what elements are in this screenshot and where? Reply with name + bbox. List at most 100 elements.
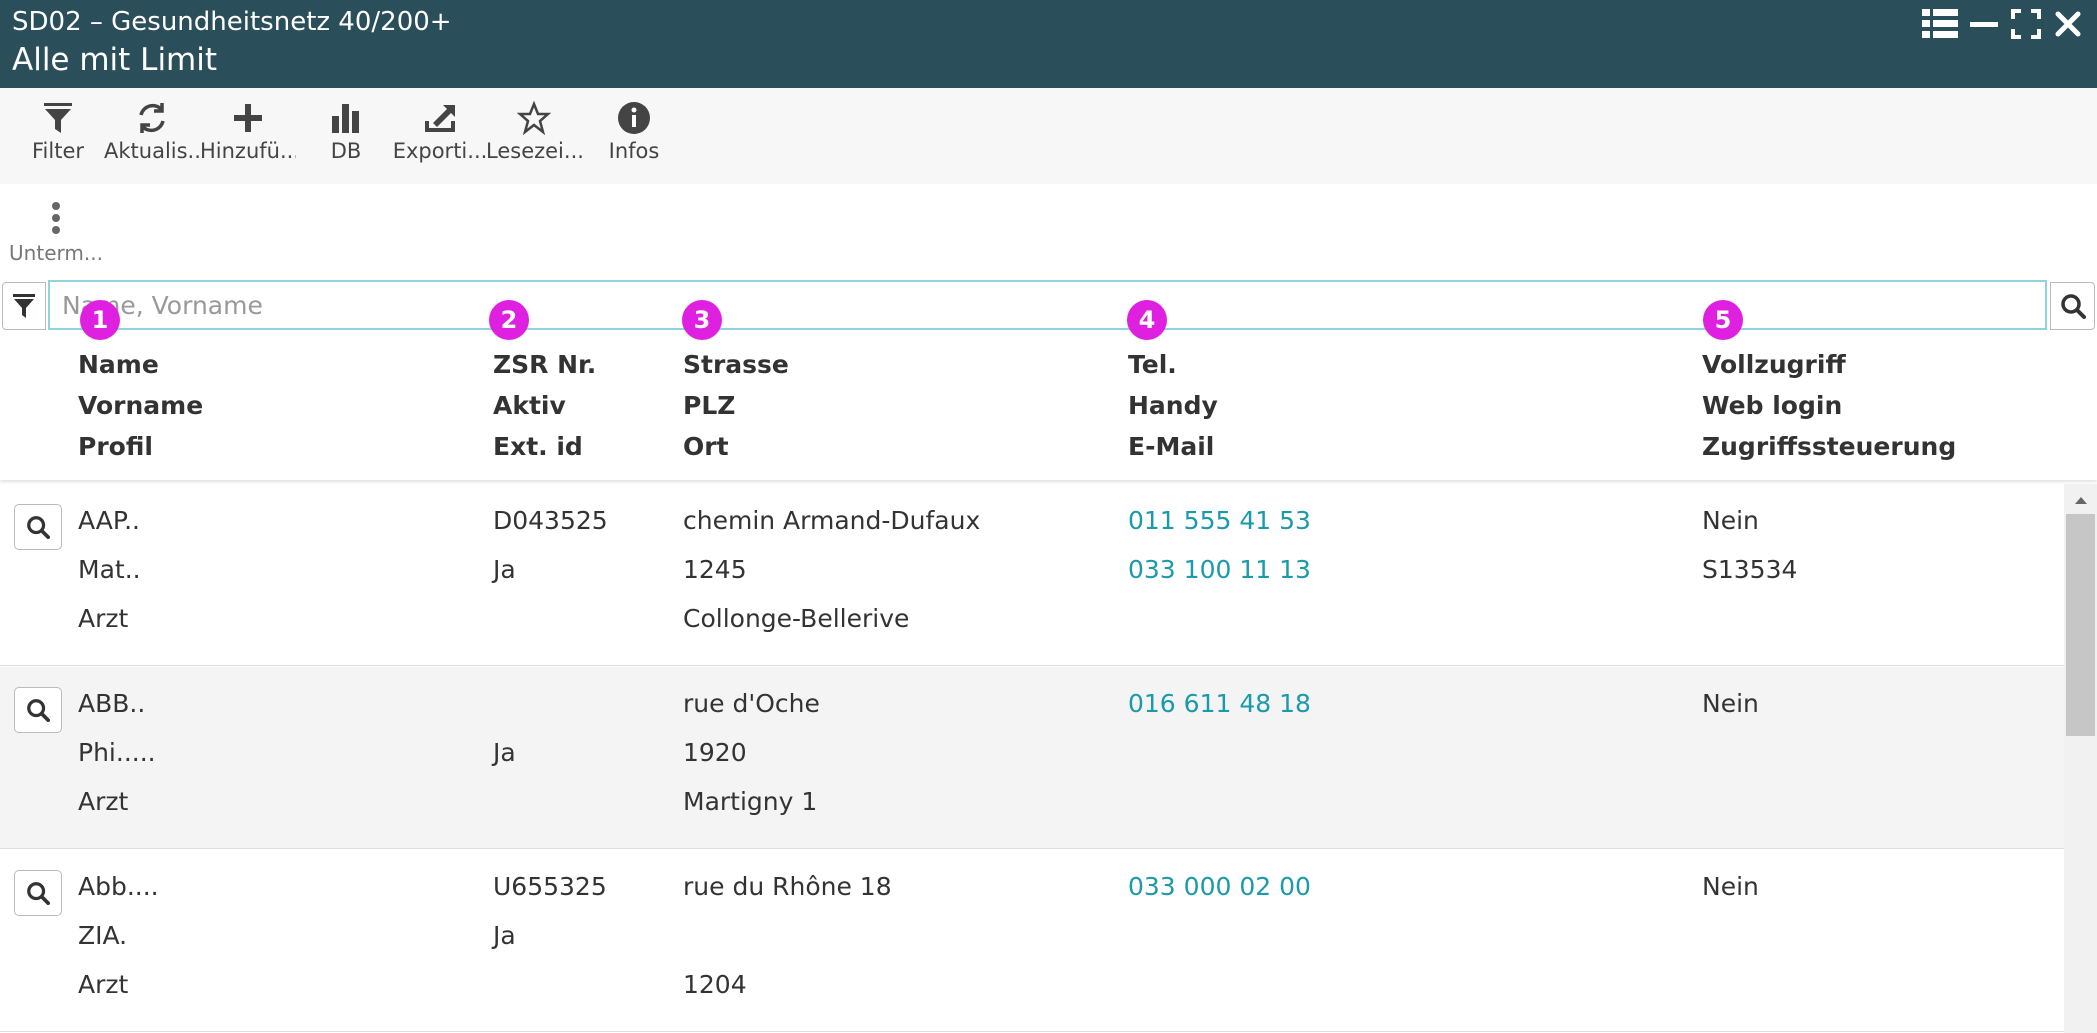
star-icon <box>486 98 582 138</box>
window-subtitle: Alle mit Limit <box>12 42 218 78</box>
info-button-label: Infos <box>608 139 660 163</box>
cell-ort: Martigny 1 <box>683 787 818 816</box>
row-search-button[interactable] <box>14 687 62 733</box>
cell-ort: Collonge-Bellerive <box>683 604 910 633</box>
header-web-login[interactable]: Web login <box>1702 391 1843 420</box>
column-badge-1: 1 <box>80 300 120 340</box>
header-vorname[interactable]: Vorname <box>78 391 204 420</box>
vertical-scrollbar[interactable] <box>2064 484 2097 1033</box>
row-search-button[interactable] <box>14 504 62 550</box>
scroll-up-arrow-icon[interactable] <box>2064 490 2097 510</box>
list-view-icon[interactable] <box>1920 6 1960 42</box>
cell-vollzugriff: Nein <box>1702 872 1759 901</box>
add-button[interactable]: Hinzufü... <box>200 98 296 178</box>
bookmark-button[interactable]: Lesezei... <box>486 98 582 178</box>
bookmark-button-label: Lesezei... <box>486 139 582 163</box>
scrollbar-thumb[interactable] <box>2066 514 2095 736</box>
more-button-label: Unterm... <box>9 241 103 265</box>
search-input[interactable] <box>48 280 2047 330</box>
db-button[interactable]: DB <box>298 98 394 178</box>
column-header: Name Vorname Profil ZSR Nr. Aktiv Ext. i… <box>0 334 2097 480</box>
results-list: AAP.. Mat.. Arzt D043525 Ja chemin Arman… <box>0 484 2064 1033</box>
more-button[interactable]: Unterm... <box>6 196 106 272</box>
cell-strasse: rue d'Oche <box>683 689 820 718</box>
cell-tel-link[interactable]: 016 611 48 18 <box>1128 689 1311 718</box>
maximize-icon[interactable] <box>2008 6 2044 42</box>
header-email[interactable]: E-Mail <box>1128 432 1215 461</box>
cell-plz: 1245 <box>683 555 747 584</box>
cell-name: ABB.. <box>78 689 146 718</box>
title-bar: SD02 – Gesundheitsnetz 40/200+ Alle mit … <box>0 0 2097 88</box>
cell-vollzugriff: Nein <box>1702 689 1759 718</box>
header-strasse[interactable]: Strasse <box>683 350 789 379</box>
info-icon <box>586 98 682 138</box>
header-ext-id[interactable]: Ext. id <box>493 432 583 461</box>
cell-strasse: rue du Rhône 18 <box>683 872 892 901</box>
cell-web-login: S13534 <box>1702 555 1798 584</box>
cell-tel-link[interactable]: 033 000 02 00 <box>1128 872 1311 901</box>
cell-profil: Arzt <box>78 787 129 816</box>
column-badge-5: 5 <box>1703 300 1743 340</box>
export-button[interactable]: Exporti... <box>392 98 488 178</box>
add-button-label: Hinzufü... <box>200 139 296 163</box>
cell-tel-link[interactable]: 011 555 41 53 <box>1128 506 1311 535</box>
cell-zsr: U655325 <box>493 872 607 901</box>
filter-icon <box>10 98 106 138</box>
cell-vollzugriff: Nein <box>1702 506 1759 535</box>
cell-profil: Arzt <box>78 970 129 999</box>
export-button-label: Exporti... <box>392 139 488 163</box>
header-name[interactable]: Name <box>78 350 159 379</box>
filter-icon <box>13 294 35 318</box>
export-icon <box>392 98 488 138</box>
bar-chart-icon <box>298 98 394 138</box>
column-badge-3: 3 <box>682 300 722 340</box>
cell-aktiv: Ja <box>493 921 516 950</box>
header-profil[interactable]: Profil <box>78 432 153 461</box>
cell-aktiv: Ja <box>493 738 516 767</box>
cell-strasse: chemin Armand-Dufaux <box>683 506 981 535</box>
cell-plz: 1920 <box>683 738 747 767</box>
header-plz[interactable]: PLZ <box>683 391 736 420</box>
search-icon <box>27 699 50 722</box>
header-tel[interactable]: Tel. <box>1128 350 1177 379</box>
header-ort[interactable]: Ort <box>683 432 729 461</box>
cell-profil: Arzt <box>78 604 129 633</box>
table-row[interactable]: Abb.... ZIA. Arzt U655325 Ja rue du Rhôn… <box>0 850 2064 1032</box>
cell-name: AAP.. <box>78 506 140 535</box>
toolbar: Filter Aktualis... Hinzufü... DB Exporti… <box>0 88 2097 184</box>
minimize-icon[interactable] <box>1966 6 2002 42</box>
header-handy[interactable]: Handy <box>1128 391 1218 420</box>
column-badge-4: 4 <box>1127 300 1167 340</box>
db-button-label: DB <box>330 139 362 163</box>
header-aktiv[interactable]: Aktiv <box>493 391 566 420</box>
header-vollzugriff[interactable]: Vollzugriff <box>1702 350 1846 379</box>
cell-aktiv: Ja <box>493 555 516 584</box>
header-col-zsr[interactable]: ZSR Nr. Aktiv Ext. id <box>493 344 596 467</box>
search-filter-button[interactable] <box>2 282 46 330</box>
header-col-contact[interactable]: Tel. Handy E-Mail <box>1128 344 1218 467</box>
cell-ort: 1204 <box>683 970 747 999</box>
cell-vorname: Mat.. <box>78 555 141 584</box>
table-row[interactable]: ABB.. Phi..... Arzt Ja rue d'Oche 1920 M… <box>0 667 2064 849</box>
header-col-name[interactable]: Name Vorname Profil <box>78 344 203 467</box>
filter-button[interactable]: Filter <box>10 98 106 178</box>
row-search-button[interactable] <box>14 870 62 916</box>
header-col-address[interactable]: Strasse PLZ Ort <box>683 344 789 467</box>
close-icon[interactable] <box>2050 6 2086 42</box>
filter-button-label: Filter <box>31 139 84 163</box>
secondary-toolbar: Unterm... <box>0 184 2097 276</box>
cell-handy-link[interactable]: 033 100 11 13 <box>1128 555 1311 584</box>
search-icon <box>27 882 50 905</box>
cell-zsr: D043525 <box>493 506 608 535</box>
header-zsr[interactable]: ZSR Nr. <box>493 350 597 379</box>
header-col-access[interactable]: Vollzugriff Web login Zugriffssteuerung <box>1702 344 1956 467</box>
header-zugriffssteuerung[interactable]: Zugriffssteuerung <box>1702 432 1957 461</box>
cell-vorname: ZIA. <box>78 921 128 950</box>
info-button[interactable]: Infos <box>586 98 682 178</box>
cell-vorname: Phi..... <box>78 738 156 767</box>
search-button[interactable] <box>2050 282 2095 330</box>
refresh-button[interactable]: Aktualis... <box>104 98 200 178</box>
refresh-icon <box>104 98 200 138</box>
search-icon <box>2060 294 2086 319</box>
table-row[interactable]: AAP.. Mat.. Arzt D043525 Ja chemin Arman… <box>0 484 2064 666</box>
